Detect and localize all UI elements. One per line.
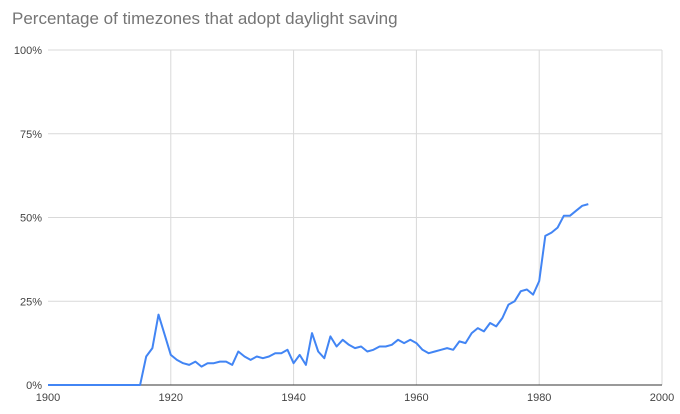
- y-axis-ticks: 0% 25% 50% 75% 100%: [14, 45, 42, 392]
- y-tick-label: 25%: [20, 296, 42, 308]
- series-line: [48, 203, 589, 386]
- y-tick-label: 75%: [20, 129, 42, 141]
- x-tick-label: 2000: [650, 392, 674, 404]
- y-tick-label: 100%: [14, 45, 42, 57]
- x-axis-ticks: 1900 1920 1940 1960 1980 2000: [36, 392, 674, 404]
- y-tick-label: 50%: [20, 213, 42, 225]
- gridlines: [48, 49, 663, 385]
- x-tick-label: 1960: [404, 392, 428, 404]
- x-tick-label: 1940: [281, 392, 305, 404]
- y-tick-label: 0%: [26, 380, 42, 392]
- x-tick-label: 1980: [527, 392, 551, 404]
- x-tick-label: 1900: [36, 392, 60, 404]
- x-tick-label: 1920: [159, 392, 183, 404]
- chart-title: Percentage of timezones that adopt dayli…: [12, 9, 398, 28]
